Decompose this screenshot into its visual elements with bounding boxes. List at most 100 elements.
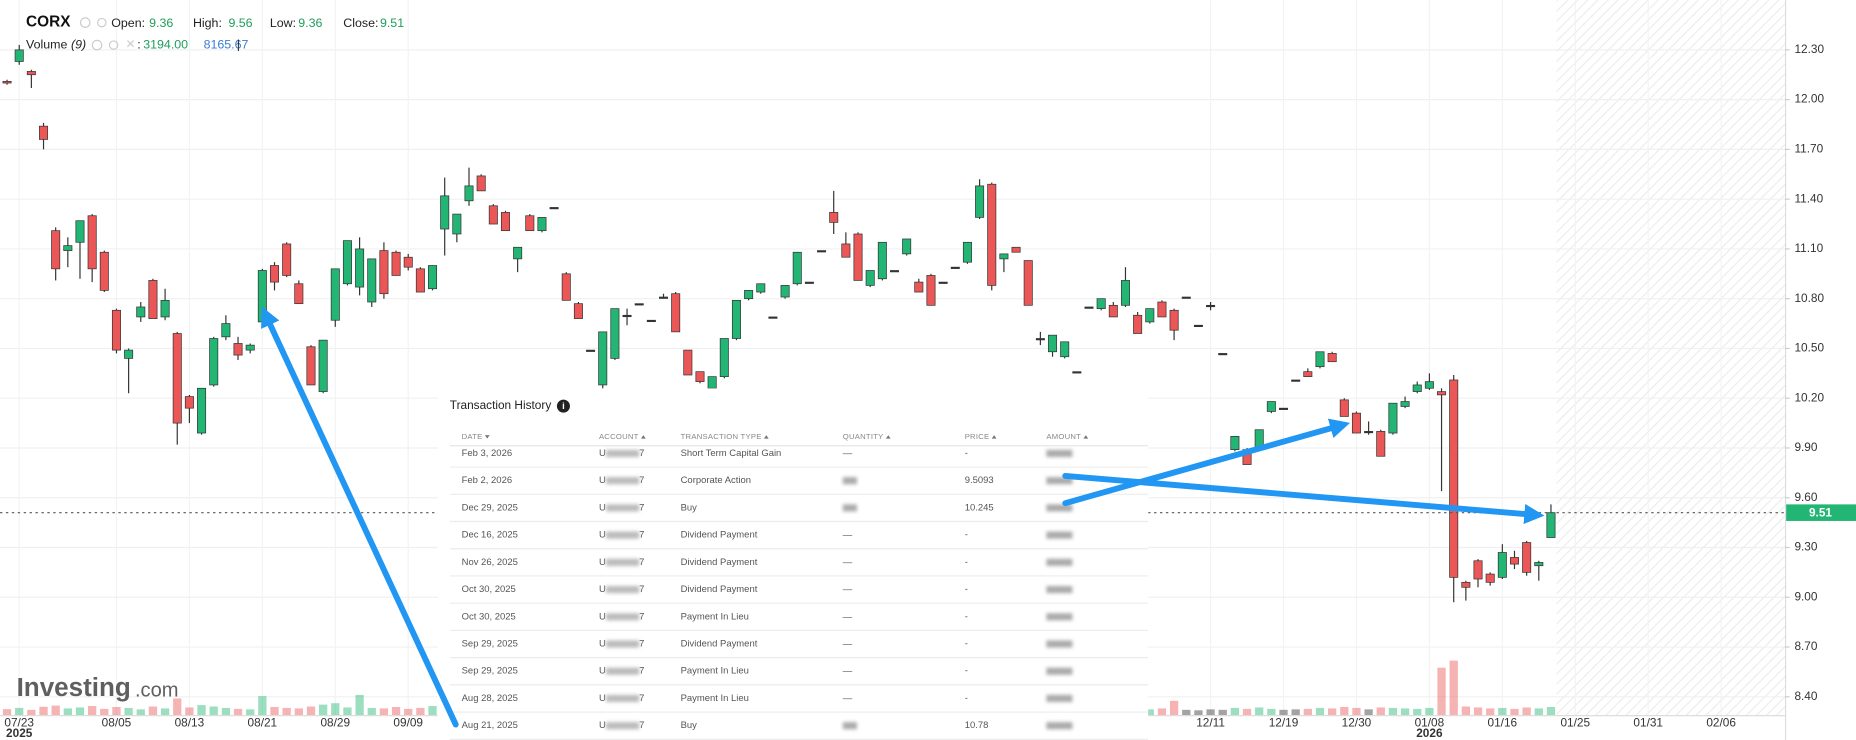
- volume-bar: [355, 694, 364, 716]
- candle-body: [853, 233, 863, 281]
- x-tick-label: 02/06: [1706, 715, 1736, 729]
- candle-body: [1449, 379, 1459, 578]
- info-icon[interactable]: [556, 399, 570, 413]
- x-tick-label: 01/25: [1560, 715, 1590, 729]
- volume-bar: [270, 706, 279, 716]
- candle-body: [1169, 309, 1179, 331]
- candle-body: [367, 258, 377, 303]
- cell-type: Dividend Payment: [681, 584, 758, 595]
- candle-body: [63, 245, 73, 251]
- cell-type: Corporate Action: [681, 475, 751, 486]
- candle-body: [1133, 314, 1143, 334]
- redacted: [1046, 722, 1073, 730]
- y-tick-label: 8.40: [1794, 689, 1817, 703]
- volume-bar: [221, 707, 231, 716]
- settings-icon[interactable]: [108, 40, 119, 50]
- candle-body: [160, 299, 170, 318]
- candle-body: [488, 205, 498, 225]
- close-icon[interactable]: ✕: [125, 37, 135, 51]
- candle-body: [744, 290, 754, 300]
- settings-icon[interactable]: [97, 17, 107, 28]
- candle-body: [282, 243, 292, 276]
- volume-bar: [294, 708, 303, 716]
- candle-body: [415, 268, 425, 293]
- high-value: 9.56: [228, 16, 252, 30]
- candle-body: [1400, 401, 1410, 407]
- volume-bar: [100, 708, 109, 716]
- redacted: [606, 477, 640, 485]
- cell-date: Sep 29, 2025: [462, 639, 518, 650]
- eye-icon[interactable]: [91, 39, 103, 51]
- volume-bar: [391, 706, 401, 716]
- volume-bar: [88, 706, 97, 716]
- candle-body: [1072, 371, 1082, 374]
- year-label: 2025: [6, 726, 33, 740]
- cell-price: -: [965, 448, 968, 459]
- cell-price: -: [965, 639, 968, 650]
- candle-body: [573, 303, 583, 319]
- cell-account-start: U: [599, 693, 606, 704]
- eye-icon[interactable]: [79, 17, 91, 28]
- x-tick-label: 08/05: [102, 715, 132, 729]
- candle-body: [634, 303, 644, 306]
- cell-account-end: 7: [639, 584, 644, 595]
- volume-bar: [209, 706, 218, 716]
- cell-account-start: U: [599, 639, 606, 650]
- arrow: [1062, 418, 1351, 507]
- cell-account-end: 7: [639, 611, 644, 622]
- transaction-history: Transaction History i DATE ACCOUNT TRANSAC…: [437, 388, 1149, 740]
- volume-bar: [1510, 708, 1519, 716]
- candle-body: [452, 213, 462, 235]
- candle-body: [1060, 341, 1070, 358]
- candle-body: [962, 241, 972, 263]
- candle-body: [877, 241, 887, 280]
- candle-body: [1218, 353, 1228, 356]
- x-tick-label: 09/09: [393, 715, 423, 729]
- volume-bar: [1291, 709, 1300, 716]
- watermark: Investing .com: [17, 672, 179, 702]
- y-tick-label: 9.30: [1794, 540, 1817, 554]
- cell-account-end: 7: [639, 448, 644, 459]
- cell-price: -: [965, 666, 968, 677]
- x-tick-label: 01/31: [1633, 715, 1663, 729]
- cell-quantity: —: [843, 666, 853, 677]
- volume-bar: [63, 708, 72, 716]
- cell-date: Feb 2, 2026: [462, 475, 512, 486]
- candle-body: [549, 207, 559, 210]
- volume-bar: [246, 709, 255, 716]
- volume-bar: [331, 703, 340, 716]
- y-tick-label: 9.90: [1794, 440, 1817, 454]
- candle-body: [622, 314, 632, 318]
- candle-body: [817, 250, 827, 253]
- volume-bar: [1182, 709, 1191, 716]
- candle-body: [294, 283, 304, 305]
- annotations: [261, 306, 1545, 728]
- cell-price: 10.78: [965, 720, 989, 731]
- cell-date: Oct 30, 2025: [462, 584, 516, 595]
- volume-bar: [1340, 706, 1349, 716]
- cell-date: Dec 29, 2025: [462, 502, 518, 513]
- volume-bar: [1218, 709, 1227, 716]
- cell-date: Oct 30, 2025: [462, 611, 516, 622]
- redacted: [606, 613, 640, 621]
- candle-body: [1181, 296, 1191, 299]
- volume-bar: [306, 706, 316, 716]
- volume-label: Volume: [26, 37, 67, 51]
- candle-body: [1364, 431, 1374, 434]
- close-value: 9.51: [380, 16, 404, 30]
- volume-bar: [379, 708, 389, 716]
- cell-account-start: U: [599, 448, 606, 459]
- cell-account-start: U: [599, 475, 606, 486]
- candle-body: [1376, 431, 1386, 457]
- candle-body: [1096, 298, 1106, 309]
- cell-type: Buy: [681, 720, 698, 731]
- cell-price: 9.5093: [965, 475, 994, 486]
- volume-bar: [1546, 706, 1556, 716]
- cell-account-end: 7: [639, 720, 644, 731]
- cell-account-end: 7: [639, 475, 644, 486]
- volume-bar: [1437, 667, 1446, 716]
- candle-body: [2, 81, 12, 84]
- candle-body: [1266, 401, 1276, 412]
- volume-bar: [1279, 709, 1288, 716]
